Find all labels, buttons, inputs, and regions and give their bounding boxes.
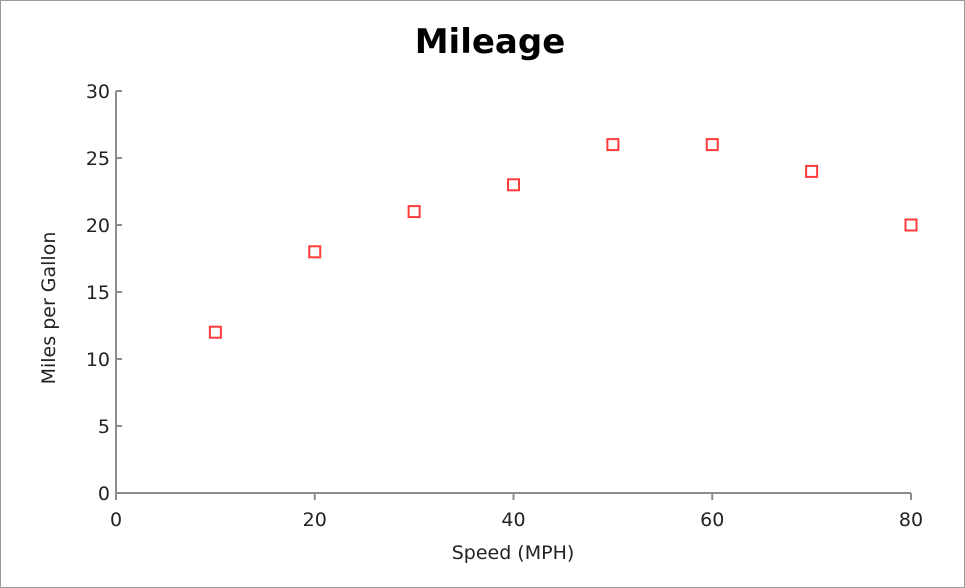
- data-point: [606, 138, 620, 152]
- x-tick-label: 20: [303, 509, 327, 531]
- x-tick-label: 60: [700, 509, 724, 531]
- data-point: [805, 164, 819, 178]
- y-tick-label: 10: [86, 349, 110, 371]
- y-tick-label: 30: [86, 81, 110, 103]
- data-point: [308, 245, 322, 259]
- data-point: [705, 138, 719, 152]
- y-axis-label: Miles per Gallon: [38, 232, 60, 385]
- x-axis-label: Speed (MPH): [452, 542, 575, 564]
- data-point: [407, 205, 421, 219]
- data-point: [904, 218, 918, 232]
- y-tick-label: 25: [86, 148, 110, 170]
- x-tick-label: 40: [501, 509, 525, 531]
- y-tick-label: 20: [86, 215, 110, 237]
- x-tick-label: 0: [110, 509, 122, 531]
- data-point: [507, 178, 520, 192]
- chart-title: Mileage: [415, 22, 566, 62]
- x-tick-label: 80: [899, 509, 923, 531]
- axis-ticks: 0 5 10 15 20 25 30 0 20 40 60 80: [86, 81, 923, 531]
- data-points: [208, 138, 918, 339]
- y-tick-label: 0: [98, 483, 110, 505]
- data-point: [208, 325, 222, 339]
- y-tick-label: 15: [86, 282, 110, 304]
- y-tick-label: 5: [98, 416, 110, 438]
